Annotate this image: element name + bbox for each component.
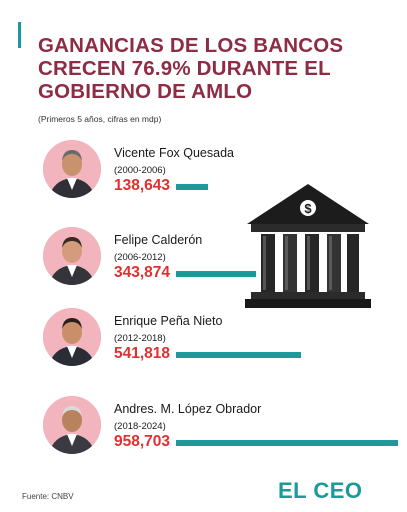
- avatar: [43, 140, 101, 198]
- chart-subtitle: (Primeros 5 años, cifras en mdp): [38, 114, 162, 124]
- data-label: 541,818: [114, 345, 171, 362]
- source-note: Fuente: CNBV: [22, 492, 74, 501]
- president-name: Andres. M. López Obrador: [114, 402, 262, 416]
- term-years: (2000-2006): [114, 165, 166, 176]
- brand-logo: EL CEO: [278, 478, 363, 503]
- data-label: 343,874: [114, 264, 171, 281]
- title-accent-bar: [18, 22, 21, 48]
- chart-title-line: GANANCIAS DE LOS BANCOS: [38, 34, 344, 57]
- svg-text:$: $: [304, 201, 312, 216]
- data-label: 138,643: [114, 177, 171, 194]
- chart-row: Felipe Calderón (2006-2012) 343,874: [0, 227, 407, 291]
- avatar: [43, 308, 101, 366]
- term-years: (2018-2024): [114, 421, 166, 432]
- term-years: (2006-2012): [114, 252, 166, 263]
- chart-title: GANANCIAS DE LOS BANCOS CRECEN 76.9% DUR…: [38, 34, 368, 103]
- bar: [176, 271, 256, 277]
- president-name: Vicente Fox Quesada: [114, 146, 234, 160]
- bar: [176, 184, 209, 190]
- avatar: [43, 396, 101, 454]
- data-label: 958,703: [114, 433, 171, 450]
- chart-title-line: GOBIERNO DE AMLO: [38, 80, 253, 103]
- portrait-icon: [43, 396, 101, 454]
- chart-row: Andres. M. López Obrador (2018-2024) 958,7…: [0, 396, 407, 460]
- chart-row: Vicente Fox Quesada (2000-2006) 138,643: [0, 140, 407, 204]
- term-years: (2012-2018): [114, 333, 166, 344]
- president-name: Felipe Calderón: [114, 233, 203, 247]
- bank-dollar-icon: $: [245, 184, 371, 308]
- avatar: [43, 227, 101, 285]
- president-name: Enrique Peña Nieto: [114, 314, 223, 328]
- bar: [176, 440, 398, 446]
- portrait-icon: [43, 140, 101, 198]
- bar: [176, 352, 302, 358]
- chart-title-line: CRECEN 76.9% DURANTE EL: [38, 57, 331, 80]
- portrait-icon: [43, 308, 101, 366]
- chart-row: Enrique Peña Nieto (2012-2018) 541,818: [0, 308, 407, 372]
- portrait-icon: [43, 227, 101, 285]
